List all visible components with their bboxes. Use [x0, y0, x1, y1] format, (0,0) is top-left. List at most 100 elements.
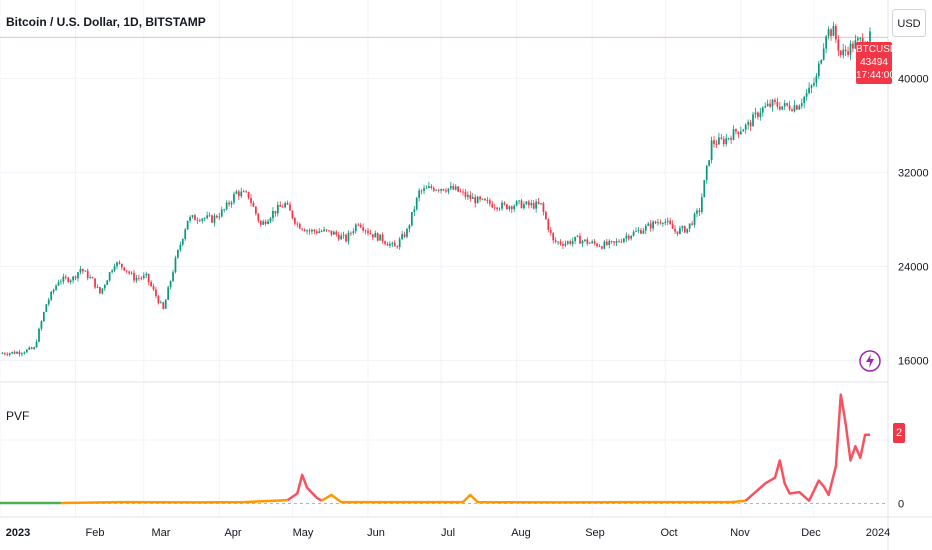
candle-body — [710, 140, 713, 161]
time-tick-label: Jun — [367, 527, 385, 539]
candle-body — [803, 96, 806, 104]
time-tick-label: 2024 — [866, 527, 890, 539]
candle-body — [856, 38, 859, 41]
candle-body — [761, 107, 764, 113]
candle-body — [683, 226, 686, 233]
candle-body — [101, 288, 104, 294]
candle-body — [181, 238, 184, 245]
candle-body — [325, 229, 328, 231]
candle-body — [99, 287, 101, 294]
candle-body — [754, 112, 757, 115]
candle-body — [408, 225, 411, 229]
candle-body — [67, 277, 70, 282]
candle-body — [659, 222, 662, 224]
candle-body — [664, 221, 667, 224]
candle-body — [562, 243, 564, 246]
candle-body — [447, 188, 450, 192]
candle-body — [225, 202, 228, 210]
candle-body — [218, 216, 221, 218]
candle-body — [440, 189, 442, 191]
candle-body — [179, 244, 182, 250]
candle-body — [62, 276, 65, 282]
candle-body — [847, 51, 849, 55]
candle-body — [598, 246, 601, 248]
candle-body — [637, 230, 640, 231]
indicator-name[interactable]: PVF — [6, 409, 30, 423]
pvf-segment — [321, 493, 746, 504]
candle-body — [406, 228, 408, 237]
candle-body — [566, 241, 569, 244]
candle-body — [730, 138, 732, 140]
candle-body — [284, 203, 287, 208]
candle-body — [6, 354, 9, 356]
candle-body — [194, 215, 196, 221]
candle-body — [30, 347, 33, 349]
candle-body — [764, 106, 767, 108]
time-tick-label: May — [293, 527, 314, 539]
candle-body — [391, 242, 394, 244]
candle-body — [510, 206, 513, 210]
lightning-bolt-icon[interactable] — [858, 347, 882, 375]
candle-body — [817, 63, 820, 77]
candle-body — [581, 240, 584, 244]
candle-body — [130, 272, 133, 274]
candle-body — [569, 241, 572, 244]
candle-body — [228, 202, 230, 205]
candle-body — [644, 225, 647, 231]
candle-body — [837, 39, 840, 51]
candle-body — [206, 215, 209, 219]
candle-body — [420, 190, 423, 192]
indicator-value-label: 2 — [893, 423, 905, 443]
candle-body — [603, 241, 606, 249]
candle-body — [33, 347, 35, 349]
candle-body — [596, 243, 598, 247]
candle-body — [79, 269, 82, 273]
candle-body — [381, 234, 384, 242]
candle-body — [515, 201, 518, 206]
candle-body — [135, 277, 138, 281]
candle-body — [459, 191, 462, 193]
candle-body — [613, 241, 615, 243]
candle-body — [96, 287, 99, 288]
candle-body — [40, 321, 43, 329]
candle-body — [844, 49, 847, 52]
candle-body — [340, 235, 343, 240]
candle-body — [311, 229, 313, 232]
candle-body — [471, 197, 474, 199]
candle-body — [16, 352, 18, 354]
currency-button[interactable]: USD — [892, 9, 926, 37]
time-tick-label: Apr — [224, 527, 241, 539]
candle-body — [169, 280, 172, 288]
candle-body — [622, 238, 625, 243]
candle-body — [640, 230, 642, 234]
price-tick-label: 16000 — [898, 355, 929, 367]
candle-body — [786, 103, 789, 106]
candle-body — [649, 223, 652, 229]
candle-body — [545, 211, 547, 220]
candle-body — [696, 210, 698, 214]
chart-title: Bitcoin / U.S. Dollar, 1D, BITSTAMP — [6, 15, 206, 29]
candle-body — [437, 189, 440, 191]
price-tick-label: 40000 — [898, 73, 929, 85]
candle-body — [123, 267, 126, 271]
candle-body — [274, 210, 277, 214]
candle-body — [842, 49, 845, 56]
candle-body — [618, 241, 620, 242]
candle-body — [276, 205, 279, 214]
time-tick-label: Feb — [86, 527, 105, 539]
candle-body — [835, 26, 837, 40]
candle-body — [103, 284, 106, 289]
candle-body — [583, 239, 586, 241]
candle-body — [396, 246, 399, 248]
time-tick-label: Aug — [511, 527, 531, 539]
candle-body — [301, 228, 304, 230]
candle-body — [742, 129, 745, 132]
candle-body — [303, 229, 306, 232]
candle-body — [537, 201, 540, 204]
candle-body — [425, 187, 428, 189]
candle-body — [506, 204, 508, 210]
candle-body — [727, 138, 730, 140]
candle-body — [747, 122, 750, 125]
candle-body — [330, 230, 333, 235]
